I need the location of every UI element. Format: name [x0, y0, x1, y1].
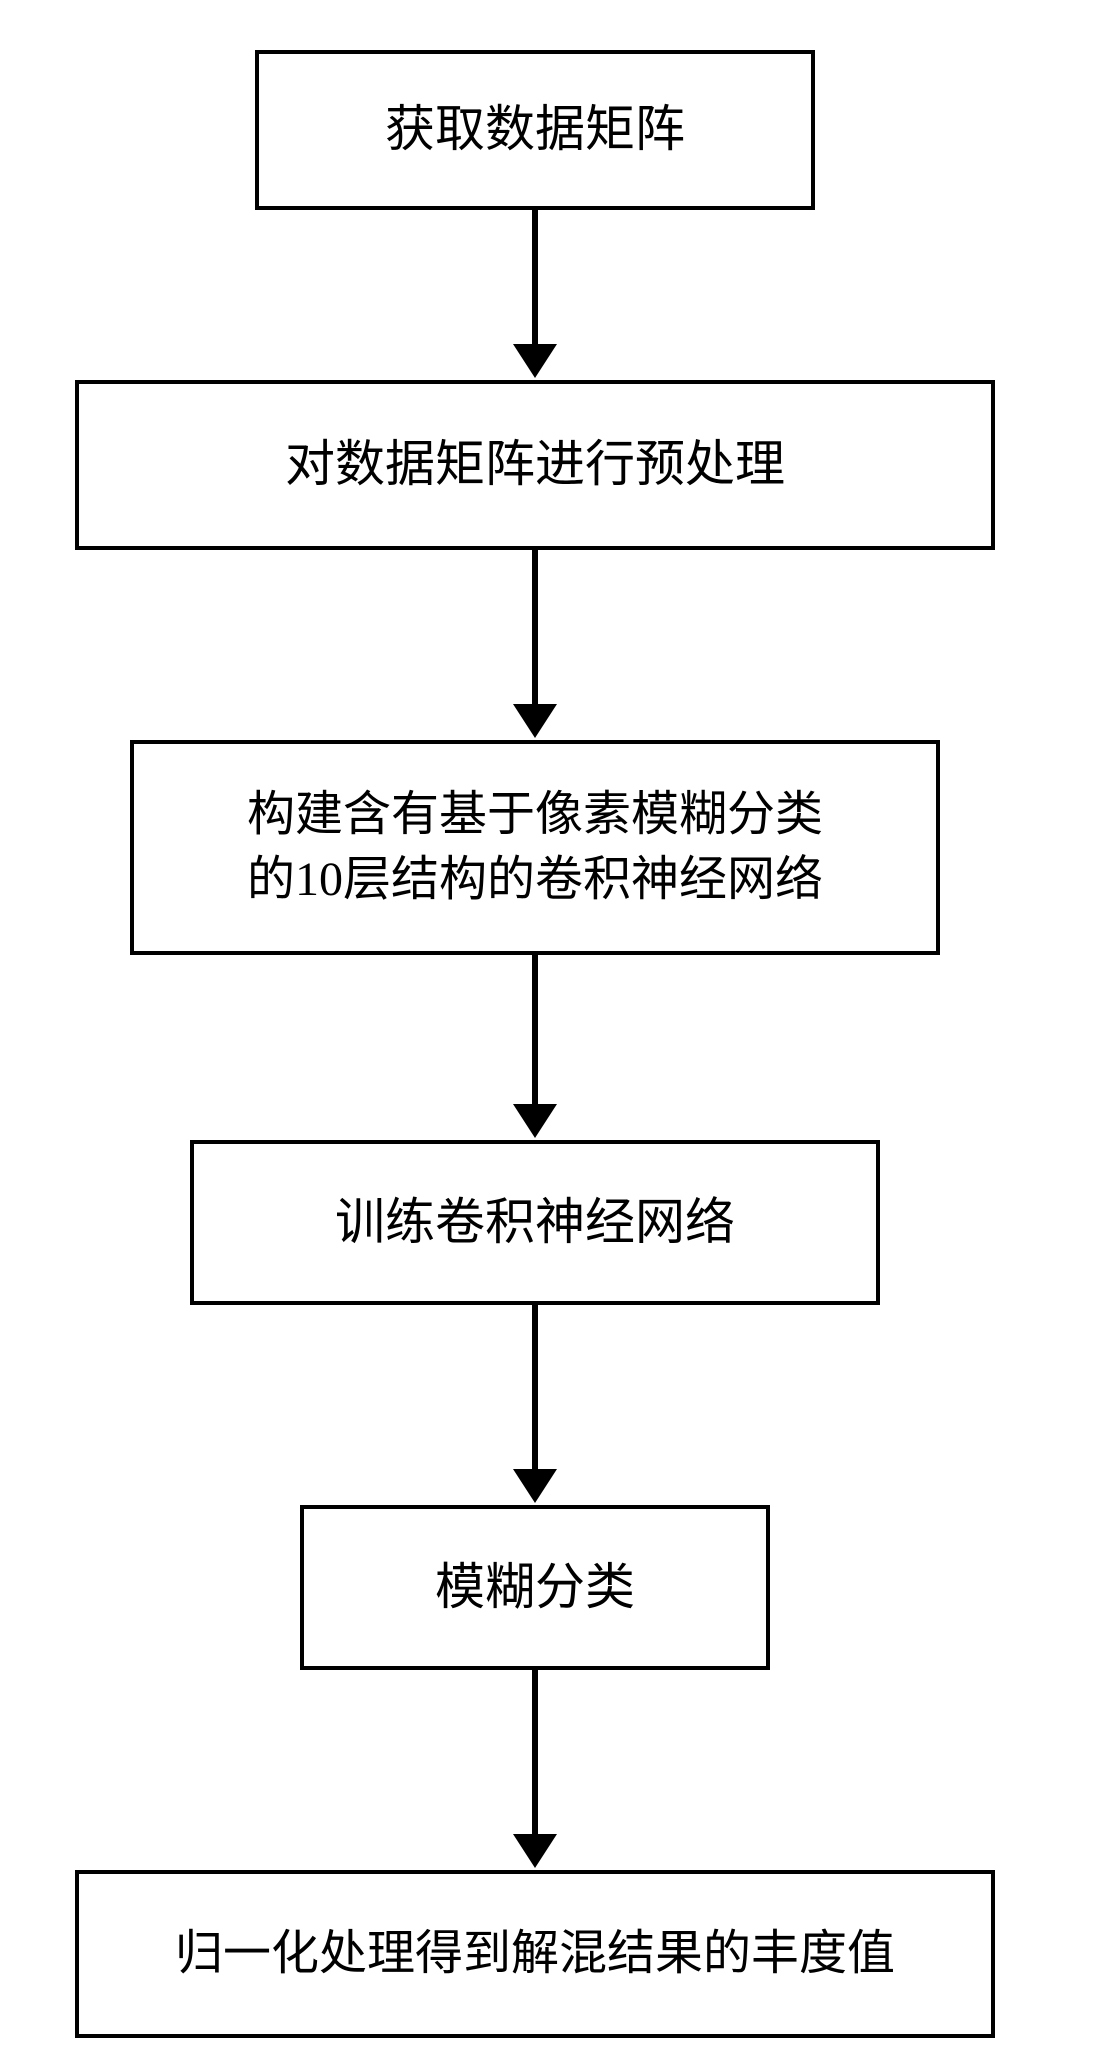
flow-node-label: 归一化处理得到解混结果的丰度值: [79, 1922, 991, 1987]
flow-node-label: 对数据矩阵进行预处理: [79, 431, 991, 499]
flow-node-n1: 获取数据矩阵: [255, 50, 815, 210]
flow-node-n2: 对数据矩阵进行预处理: [75, 380, 995, 550]
arrow-layer: [0, 0, 1099, 2068]
flow-node-label: 获取数据矩阵: [259, 96, 811, 164]
flow-node-n3: 构建含有基于像素模糊分类的10层结构的卷积神经网络: [130, 740, 940, 955]
flow-node-label: 模糊分类: [304, 1554, 766, 1622]
flow-node-label: 训练卷积神经网络: [194, 1189, 876, 1257]
flow-node-n6: 归一化处理得到解混结果的丰度值: [75, 1870, 995, 2038]
flow-node-label: 构建含有基于像素模糊分类的10层结构的卷积神经网络: [134, 783, 936, 913]
flowchart-canvas: 获取数据矩阵对数据矩阵进行预处理构建含有基于像素模糊分类的10层结构的卷积神经网…: [0, 0, 1099, 2068]
flow-node-n4: 训练卷积神经网络: [190, 1140, 880, 1305]
flow-node-n5: 模糊分类: [300, 1505, 770, 1670]
